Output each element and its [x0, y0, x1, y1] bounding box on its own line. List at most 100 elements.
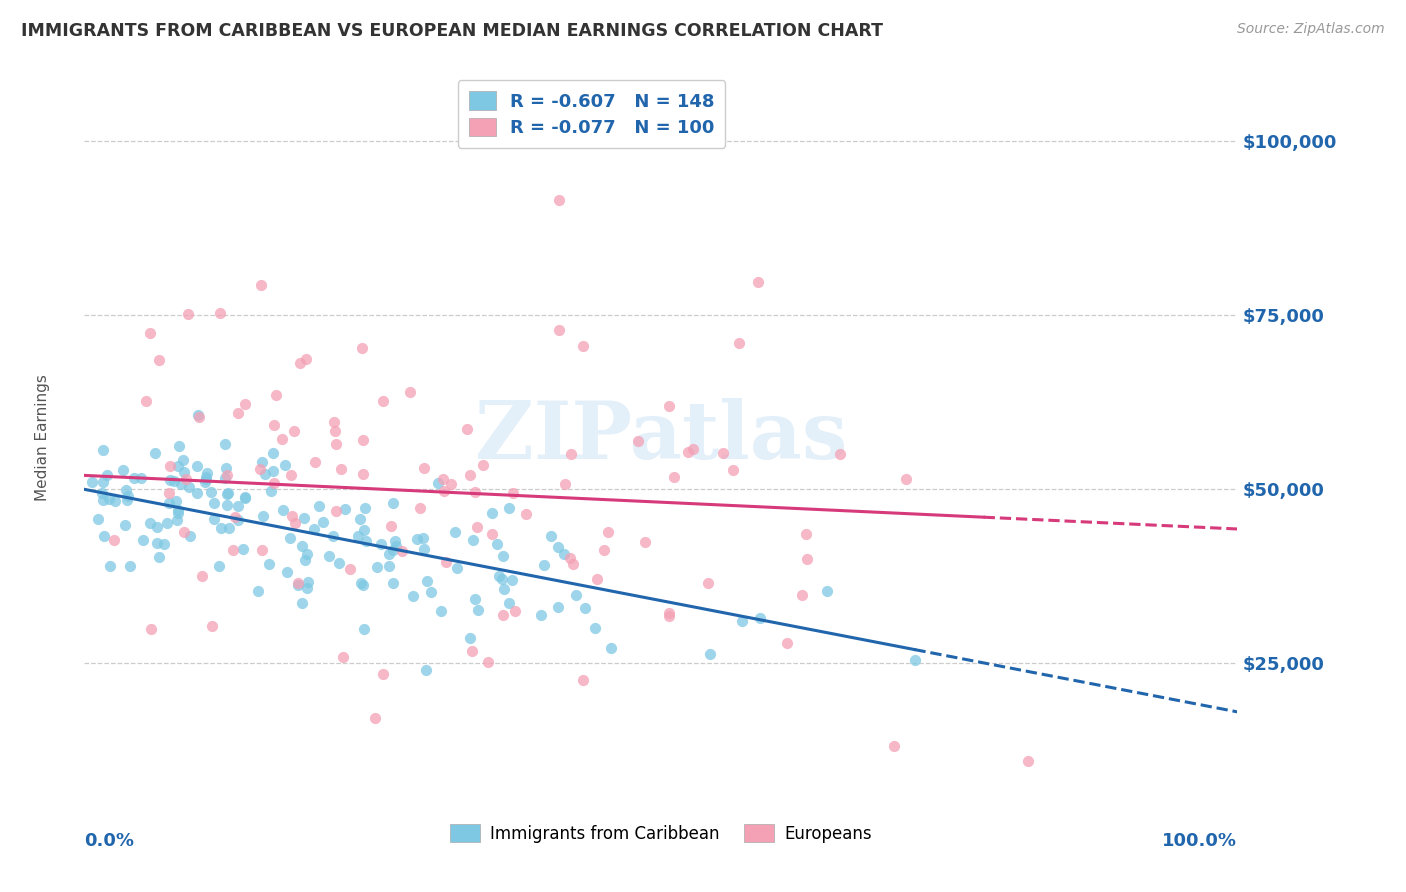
- Point: [91, 475, 114, 489]
- Point: [215, 460, 238, 475]
- Text: Source: ZipAtlas.com: Source: ZipAtlas.com: [1237, 22, 1385, 37]
- Point: [558, 550, 581, 565]
- Point: [280, 467, 302, 482]
- Point: [464, 592, 486, 607]
- Point: [574, 601, 596, 615]
- Point: [593, 543, 616, 558]
- Point: [93, 529, 115, 543]
- Point: [547, 540, 569, 554]
- Point: [312, 515, 335, 529]
- Point: [328, 556, 350, 570]
- Point: [796, 551, 818, 566]
- Point: [696, 576, 718, 591]
- Point: [145, 519, 167, 533]
- Point: [412, 541, 434, 556]
- Point: [291, 539, 314, 553]
- Point: [304, 455, 326, 469]
- Point: [318, 549, 340, 563]
- Point: [249, 461, 271, 475]
- Point: [434, 555, 457, 569]
- Point: [408, 500, 430, 515]
- Point: [325, 504, 347, 518]
- Point: [465, 520, 488, 534]
- Point: [548, 193, 571, 207]
- Point: [139, 516, 162, 530]
- Point: [382, 543, 405, 558]
- Point: [93, 442, 115, 457]
- Point: [132, 533, 155, 547]
- Point: [115, 493, 138, 508]
- Point: [283, 424, 305, 438]
- Point: [159, 458, 181, 473]
- Point: [323, 424, 346, 438]
- Point: [114, 483, 136, 498]
- Point: [378, 547, 401, 561]
- Point: [139, 326, 162, 341]
- Point: [287, 578, 309, 592]
- Point: [572, 339, 595, 353]
- Point: [596, 525, 619, 540]
- Point: [215, 487, 238, 501]
- Point: [217, 486, 239, 500]
- Point: [502, 485, 524, 500]
- Point: [226, 499, 249, 513]
- Point: [322, 415, 344, 429]
- Point: [177, 307, 200, 321]
- Point: [373, 667, 395, 681]
- Point: [98, 558, 121, 573]
- Point: [235, 491, 257, 506]
- Point: [540, 529, 562, 543]
- Point: [194, 475, 217, 489]
- Point: [232, 541, 254, 556]
- Point: [174, 472, 197, 486]
- Point: [208, 306, 231, 320]
- Point: [259, 483, 281, 498]
- Point: [302, 522, 325, 536]
- Point: [201, 619, 224, 633]
- Point: [384, 533, 406, 548]
- Point: [263, 417, 285, 432]
- Point: [274, 458, 297, 472]
- Point: [380, 519, 402, 533]
- Point: [446, 561, 468, 575]
- Point: [167, 503, 190, 517]
- Point: [129, 471, 152, 485]
- Point: [103, 533, 125, 547]
- Point: [308, 499, 330, 513]
- Point: [458, 467, 481, 482]
- Point: [172, 453, 194, 467]
- Point: [699, 647, 721, 661]
- Point: [294, 553, 316, 567]
- Point: [352, 433, 374, 447]
- Point: [412, 531, 434, 545]
- Point: [246, 584, 269, 599]
- Point: [186, 459, 208, 474]
- Point: [488, 569, 510, 583]
- Point: [191, 569, 214, 583]
- Point: [467, 603, 489, 617]
- Point: [547, 599, 569, 614]
- Point: [402, 589, 425, 603]
- Point: [352, 467, 374, 482]
- Point: [378, 558, 401, 573]
- Point: [87, 512, 110, 526]
- Point: [195, 467, 218, 481]
- Point: [433, 484, 456, 499]
- Point: [271, 432, 294, 446]
- Text: ZIPatlas: ZIPatlas: [475, 398, 846, 476]
- Point: [381, 575, 404, 590]
- Point: [91, 492, 114, 507]
- Point: [883, 739, 905, 754]
- Point: [676, 445, 699, 459]
- Point: [179, 480, 201, 494]
- Point: [828, 447, 851, 461]
- Point: [458, 631, 481, 645]
- Point: [291, 596, 314, 610]
- Point: [501, 573, 523, 587]
- Point: [662, 470, 685, 484]
- Point: [373, 394, 395, 409]
- Point: [281, 508, 304, 523]
- Point: [287, 576, 309, 591]
- Point: [339, 561, 361, 575]
- Point: [202, 496, 225, 510]
